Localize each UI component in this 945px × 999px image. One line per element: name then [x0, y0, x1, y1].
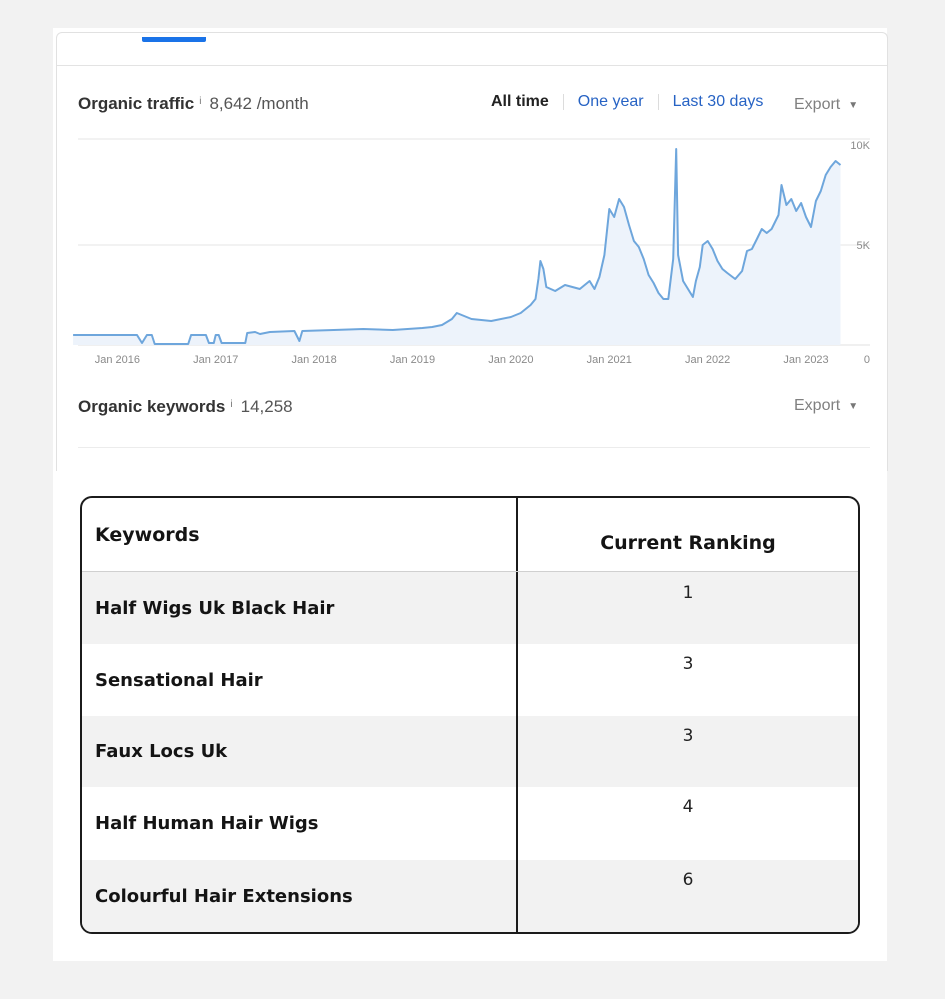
export-label: Export: [794, 397, 841, 414]
traffic-export-button[interactable]: Export ▼: [794, 96, 858, 114]
ranking-cell: 1: [682, 583, 694, 603]
table-header-row: Keywords Current Ranking: [82, 498, 858, 571]
ranking-cell: 6: [682, 870, 694, 890]
organic-traffic-card: Organic traffic i 8,642 /month All time …: [56, 32, 888, 471]
keyword-cell: Half Wigs Uk Black Hair: [82, 572, 518, 644]
x-tick-label: Jan 2023: [783, 354, 828, 365]
x-tick-label: Jan 2021: [587, 354, 632, 365]
keyword-cell: Half Human Hair Wigs: [82, 787, 518, 860]
keyword-ranking-table: Keywords Current Ranking Half Wigs Uk Bl…: [80, 496, 860, 934]
active-tab-indicator[interactable]: [142, 37, 206, 42]
table-row: Half Human Hair Wigs 4: [82, 787, 858, 860]
tab-separator: [562, 94, 564, 110]
info-icon[interactable]: i: [199, 96, 202, 107]
keyword-cell: Faux Locs Uk: [82, 716, 518, 787]
header-current-ranking: Current Ranking: [600, 532, 776, 554]
x-tick-label: Jan 2016: [95, 354, 140, 365]
tab-last-30-days[interactable]: Last 30 days: [672, 93, 764, 110]
x-tick-label: Jan 2020: [488, 354, 533, 365]
keyword-cell: Colourful Hair Extensions: [82, 860, 518, 932]
export-label: Export: [794, 96, 841, 113]
organic-keywords-header: Organic keywords i 14,258: [78, 397, 293, 419]
date-range-tabs: All time One year Last 30 days: [491, 93, 777, 111]
traffic-area: [73, 149, 841, 345]
caret-down-icon: ▼: [848, 99, 859, 111]
ranking-cell: 3: [682, 654, 694, 674]
table-row: Colourful Hair Extensions 6: [82, 860, 858, 932]
organic-keywords-value: 14,258: [240, 397, 293, 416]
y-tick-label: 10K: [850, 140, 870, 152]
organic-traffic-title: Organic traffic: [78, 94, 195, 113]
table-row: Sensational Hair 3: [82, 644, 858, 716]
tab-one-year[interactable]: One year: [577, 93, 644, 110]
section-divider: [78, 447, 870, 448]
keyword-cell: Sensational Hair: [82, 644, 518, 716]
tab-separator: [657, 94, 659, 110]
ranking-cell: 3: [682, 726, 694, 746]
caret-down-icon: ▼: [848, 400, 859, 412]
tab-all-time[interactable]: All time: [491, 93, 549, 110]
x-tick-label: Jan 2017: [193, 354, 238, 365]
traffic-line: [73, 148, 842, 345]
organic-traffic-chart: Jan 2016 Jan 2017 Jan 2018 Jan 2019 Jan 2020…: [73, 138, 871, 365]
table-row: Half Wigs Uk Black Hair 1: [82, 572, 858, 644]
ranking-cell: 4: [682, 797, 694, 817]
tab-divider: [57, 65, 887, 66]
info-icon[interactable]: i: [230, 399, 233, 410]
organic-traffic-value: 8,642 /month: [209, 94, 309, 113]
x-tick-label: Jan 2022: [685, 354, 730, 365]
organic-traffic-header: Organic traffic i 8,642 /month: [78, 94, 309, 116]
x-tick-label: Jan 2019: [390, 354, 435, 365]
organic-keywords-title: Organic keywords: [78, 397, 226, 416]
header-keywords: Keywords: [82, 498, 518, 571]
row-divider: [82, 571, 858, 572]
y-tick-label: 0: [864, 354, 870, 365]
table-row: Faux Locs Uk 3: [82, 716, 858, 787]
report-panel: Organic traffic i 8,642 /month All time …: [53, 28, 888, 961]
keywords-export-button[interactable]: Export ▼: [794, 397, 858, 415]
y-tick-label: 5K: [857, 240, 871, 252]
x-tick-label: Jan 2018: [291, 354, 336, 365]
